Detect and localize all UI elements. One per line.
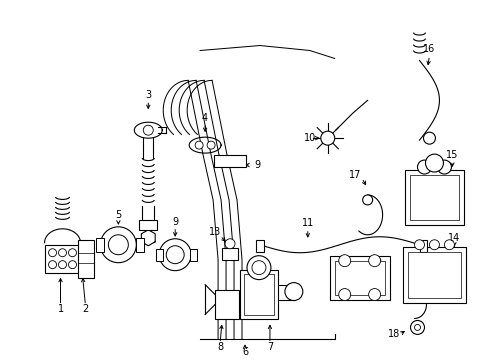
Bar [96, 238, 104, 252]
Circle shape [444, 240, 453, 250]
Bar [78, 240, 94, 278]
Bar [139, 220, 157, 230]
Circle shape [143, 125, 153, 135]
Circle shape [195, 141, 203, 149]
Circle shape [368, 255, 380, 267]
Bar [214, 155, 245, 167]
Text: 8: 8 [217, 342, 223, 352]
Text: 13: 13 [208, 227, 221, 237]
Text: 14: 14 [447, 233, 460, 243]
Circle shape [246, 256, 270, 280]
Circle shape [59, 249, 66, 257]
Text: 17: 17 [348, 170, 360, 180]
Text: 7: 7 [266, 342, 272, 352]
Circle shape [338, 255, 350, 267]
Bar [255, 240, 264, 252]
Text: 18: 18 [387, 329, 400, 339]
Circle shape [320, 131, 334, 145]
Circle shape [417, 160, 430, 174]
Text: 3: 3 [145, 90, 151, 100]
Circle shape [425, 154, 443, 172]
Circle shape [68, 249, 76, 257]
Bar [156, 249, 163, 261]
Text: 16: 16 [423, 44, 435, 54]
Circle shape [48, 249, 57, 257]
Circle shape [100, 227, 136, 263]
Bar [408, 175, 458, 220]
Circle shape [48, 261, 57, 269]
Text: 9: 9 [253, 160, 260, 170]
Bar [240, 270, 277, 319]
Text: 1: 1 [58, 305, 63, 315]
Text: 15: 15 [446, 150, 458, 160]
Circle shape [251, 261, 265, 275]
Text: 10: 10 [303, 133, 315, 143]
Text: 9: 9 [172, 217, 178, 227]
Circle shape [159, 239, 191, 271]
Circle shape [108, 235, 128, 255]
Circle shape [362, 195, 372, 205]
Circle shape [410, 320, 424, 334]
Text: 11: 11 [301, 218, 313, 228]
Bar [136, 238, 144, 252]
Circle shape [59, 261, 66, 269]
Circle shape [414, 240, 424, 250]
Circle shape [166, 246, 184, 264]
Bar [329, 256, 389, 300]
Text: 12: 12 [371, 258, 383, 268]
Bar [419, 240, 427, 252]
Circle shape [285, 283, 302, 301]
Text: 5: 5 [115, 210, 121, 220]
Text: 2: 2 [82, 305, 88, 315]
Circle shape [338, 289, 350, 301]
Bar [190, 249, 197, 261]
Circle shape [207, 141, 215, 149]
Circle shape [414, 324, 420, 330]
Bar [215, 289, 239, 319]
Circle shape [368, 289, 380, 301]
Bar [44, 245, 81, 273]
Bar [222, 248, 238, 260]
Bar [334, 261, 384, 294]
Circle shape [68, 261, 76, 269]
Bar [402, 247, 466, 302]
Bar [407, 252, 461, 298]
Circle shape [224, 239, 235, 249]
Bar [404, 170, 464, 225]
Circle shape [423, 132, 435, 144]
Circle shape [437, 160, 450, 174]
Bar [244, 274, 273, 315]
Circle shape [428, 240, 439, 250]
Text: 6: 6 [242, 347, 247, 357]
Text: 4: 4 [202, 113, 208, 123]
